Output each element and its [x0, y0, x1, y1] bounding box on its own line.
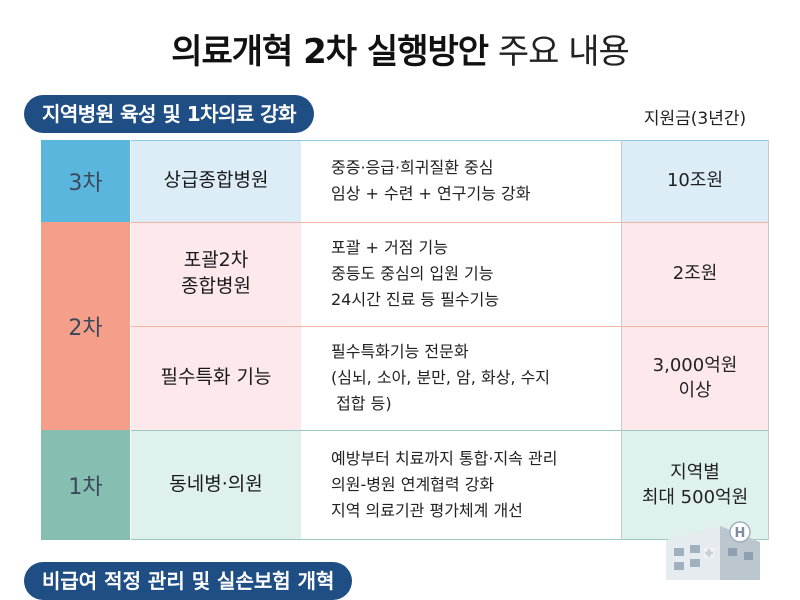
tier-label-3: 3차: [41, 140, 131, 222]
category-text: 필수특화 기능: [160, 366, 272, 389]
category-name: 동네병·의원: [131, 430, 301, 540]
category-description: 포괄 + 거점 기능 중등도 중심의 입원 기능 24시간 진료 등 필수기능: [301, 222, 621, 326]
category-text: 동네병·의원: [169, 473, 263, 496]
desc-line: 필수특화기능 전문화: [331, 342, 469, 362]
category-description: 중증·응급·희귀질환 중심 임상 + 수련 + 연구기능 강화: [301, 140, 621, 222]
desc-line: (심뇌, 소아, 분만, 암, 화상, 수지: [331, 368, 551, 388]
support-amount: 2조원: [621, 222, 769, 326]
page-title: 의료개혁 2차 실행방안 주요 내용: [0, 24, 800, 73]
amount-text: 지역별 최대 500억원: [641, 461, 749, 508]
row-divider: [131, 140, 769, 141]
desc-line: 중증·응급·희귀질환 중심: [331, 158, 494, 178]
category-description: 예방부터 치료까지 통합·지속 관리 의원-병원 연계협력 강화 지역 의료기관…: [301, 430, 621, 540]
tier-text: 2차: [68, 316, 103, 341]
amount-text: 2조원: [672, 263, 718, 285]
category-text: 포괄2차 종합병원: [181, 249, 251, 297]
row-divider: [131, 222, 769, 223]
support-amount: 지역별 최대 500억원: [621, 430, 769, 540]
column-divider: [621, 140, 622, 540]
support-amount: 3,000억원 이상: [621, 326, 769, 430]
budget-column-header: 지원금(3년간): [643, 109, 747, 129]
desc-line: 접합 등): [331, 393, 392, 413]
support-table: 3차 상급종합병원 중증·응급·희귀질환 중심 임상 + 수련 + 연구기능 강…: [41, 140, 769, 540]
section-badge-regional-hospitals: 지역병원 육성 및 1차의료 강화: [24, 95, 315, 133]
tier-text: 1차: [68, 475, 103, 500]
category-description: 필수특화기능 전문화 (심뇌, 소아, 분만, 암, 화상, 수지 접합 등): [301, 326, 621, 430]
section-badge-non-covered: 비급여 적정 관리 및 실손보험 개혁: [24, 562, 353, 600]
title-sub: 주요 내용: [497, 32, 630, 72]
category-name: 상급종합병원: [131, 140, 301, 222]
desc-line: 예방부터 치료까지 통합·지속 관리: [331, 449, 558, 469]
amount-text: 10조원: [666, 170, 724, 192]
category-name: 필수특화 기능: [131, 326, 301, 430]
support-amount: 10조원: [621, 140, 769, 222]
hospital-building-icon: H: [660, 518, 770, 584]
tier-label-1: 1차: [41, 430, 131, 540]
desc-line: 임상 + 수련 + 연구기능 강화: [331, 184, 531, 203]
row-divider: [131, 326, 769, 327]
svg-text:H: H: [735, 526, 746, 541]
tier-label-2: 2차: [41, 222, 131, 430]
desc-line: 지역 의료기관 평가체계 개선: [331, 500, 523, 520]
column-divider: [768, 140, 769, 540]
desc-line: 24시간 진료 등 필수기능: [331, 289, 500, 309]
amount-text: 3,000억원 이상: [652, 354, 738, 401]
category-text: 상급종합병원: [163, 169, 269, 192]
desc-line: 의원-병원 연계협력 강화: [331, 475, 495, 495]
title-main: 의료개혁 2차 실행방안: [171, 32, 489, 72]
desc-line: 포괄 + 거점 기능: [331, 238, 448, 258]
row-divider: [131, 430, 769, 431]
tier-text: 3차: [68, 171, 103, 196]
row-divider: [131, 539, 769, 540]
category-name: 포괄2차 종합병원: [131, 222, 301, 326]
desc-line: 중등도 중심의 입원 기능: [331, 264, 494, 284]
